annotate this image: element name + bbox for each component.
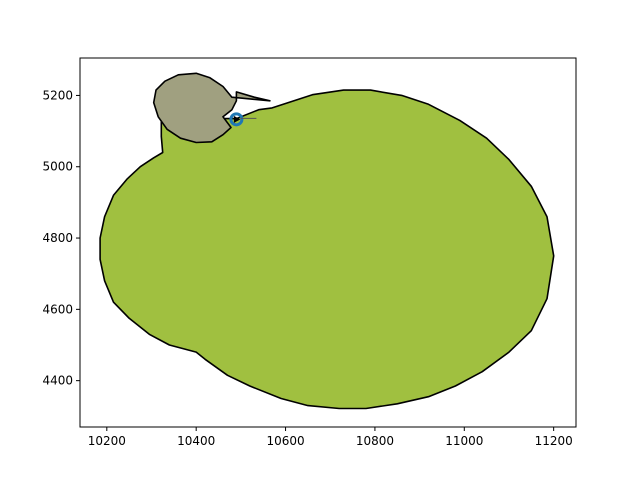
x-tick-label: 10800	[356, 434, 394, 448]
x-tick-label: 11200	[535, 434, 573, 448]
x-tick-label: 10600	[266, 434, 304, 448]
axes-frame	[79, 57, 577, 428]
y-tick-label: 5000	[42, 160, 73, 174]
axes: 10200 10400 10600 10800 11000 11200 4400 4600 48…	[42, 57, 577, 448]
x-tick-label: 10200	[88, 434, 126, 448]
plot-area	[99, 72, 555, 410]
location-marker	[229, 112, 244, 127]
x-tick-label: 11000	[445, 434, 483, 448]
x-tick-label: 10400	[177, 434, 215, 448]
region-polygon-0	[99, 89, 555, 410]
y-tick-label: 5200	[42, 88, 73, 102]
y-tick-label: 4600	[42, 302, 73, 316]
y-tick-label: 4400	[42, 374, 73, 388]
direction-arrow	[233, 115, 241, 123]
y-tick-label: 4800	[42, 231, 73, 245]
plot-shapes	[99, 72, 555, 410]
region-polygon-1	[152, 72, 271, 144]
